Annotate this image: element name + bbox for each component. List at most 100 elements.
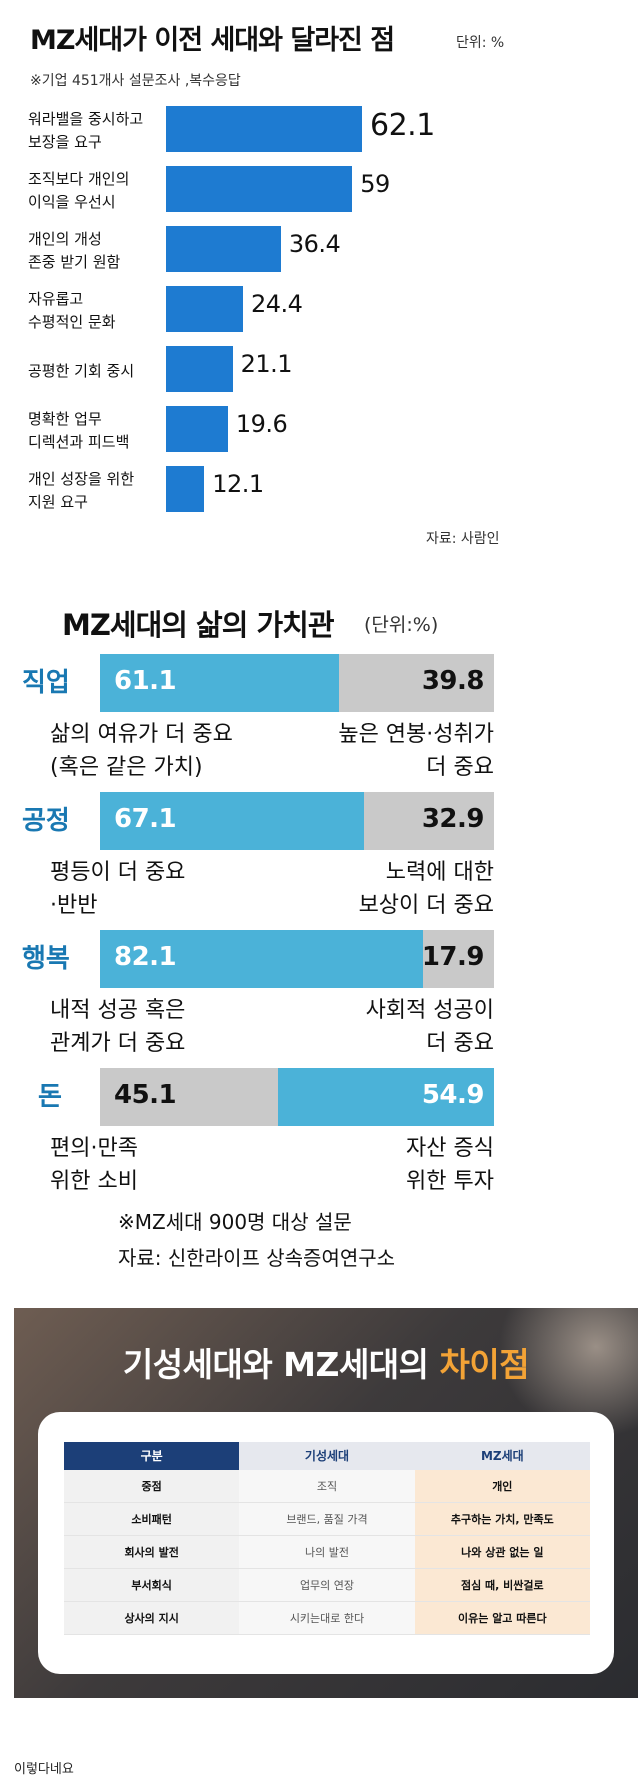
chart2-left-description-line: 관계가 더 중요 [50, 1031, 186, 1056]
chart2-right-segment: 39.8 [338, 654, 494, 712]
chart1-category-line: 지원 요구 [28, 493, 88, 511]
chart1-row: 워라밸을 중시하고 보장을 요구 62.1 [14, 100, 520, 160]
chart2-right-description-line: 자산 증식 [406, 1136, 494, 1161]
chart1-category-line: 이익을 우선시 [28, 193, 116, 211]
table-cell: 회사의 발전 [64, 1536, 240, 1568]
table-cell: 업무의 연장 [239, 1569, 415, 1601]
chart1-category-label: 명확한 업무 디렉션과 피드백 [28, 408, 168, 454]
chart1-source: 자료: 사람인 [426, 531, 500, 547]
chart1-value-label: 19.6 [235, 410, 288, 438]
chart2-left-description: 편의·만족 위한 소비 [50, 1132, 138, 1198]
comparison-table-graphic: 기성세대와 MZ세대의 차이점 구분 기성세대 MZ세대 중점 조직 개인 소비패턴 브… [14, 1308, 638, 1698]
table-title: 기성세대와 MZ세대의 차이점 [14, 1338, 638, 1386]
chart2-category-label: 직업 [22, 668, 70, 698]
chart1-category-line: 개인 성장을 위한 [28, 470, 135, 488]
table-cell: 상사의 지시 [64, 1602, 240, 1634]
table-cell: 점심 때, 비싼걸로 [414, 1569, 590, 1601]
table-title-highlight: 차이점 [439, 1345, 530, 1384]
chart2-right-segment: 54.9 [277, 1068, 494, 1126]
chart2-stacked-bar: 45.1 54.9 [100, 1068, 494, 1126]
table-cell: 부서회식 [64, 1569, 240, 1601]
chart1-bar [166, 466, 205, 512]
chart2-left-value: 45.1 [114, 1080, 177, 1110]
chart2-right-description-line: 노력에 대한 [385, 860, 494, 885]
table-cell: 소비패턴 [64, 1503, 240, 1535]
chart2-right-description-line: 더 중요 [426, 755, 494, 780]
table-row: 상사의 지시 시키는대로 한다 이유는 알고 따른다 [64, 1602, 590, 1635]
table-row: 중점 조직 개인 [64, 1470, 590, 1503]
table-header-row: 구분 기성세대 MZ세대 [64, 1442, 590, 1470]
table-cell: 브랜드, 품질 가격 [239, 1503, 415, 1535]
chart1-row: 명확한 업무 디렉션과 피드백 19.6 [14, 400, 520, 460]
chart2-right-segment: 32.9 [364, 792, 494, 850]
chart1-row: 개인 성장을 위한 지원 요구 12.1 [14, 460, 520, 520]
chart2-stacked-bar: 82.1 17.9 [100, 930, 494, 988]
chart2-left-description-line: 평등이 더 중요 [50, 860, 186, 885]
chart2-right-value: 32.9 [421, 804, 485, 834]
post-caption: 이렇다네요 [14, 1762, 74, 1777]
chart2-stacked-bar: 67.1 32.9 [100, 792, 494, 850]
table-cell: 나와 상관 없는 일 [414, 1536, 590, 1568]
chart2-right-description-line: 더 중요 [426, 1031, 494, 1056]
table-header-cell: 기성세대 [239, 1442, 415, 1470]
chart2-row: 공정 67.1 32.9 평등이 더 중요 ·반반 노력에 대한 보상이 더 중요 [14, 792, 514, 942]
table-cell: 중점 [64, 1470, 240, 1502]
chart2-left-description-line: 내적 성공 혹은 [50, 998, 186, 1023]
chart2-stacked-bar: 61.1 39.8 [100, 654, 494, 712]
chart1-category-line: 공평한 기회 중시 [28, 362, 135, 380]
chart2-left-description-line: (혹은 같은 가치) [50, 755, 203, 780]
chart2-left-segment: 45.1 [100, 1068, 278, 1126]
chart1-row: 개인의 개성 존중 받기 원함 36.4 [14, 220, 520, 280]
chart2-source: 자료: 신한라이프 상속증여연구소 [118, 1246, 396, 1270]
chart1-bar [166, 226, 281, 272]
chart2-row: 직업 61.1 39.8 삶의 여유가 더 중요 (혹은 같은 가치) 높은 연봉·성취가… [14, 654, 514, 804]
table-cell: 추구하는 가치, 만족도 [414, 1503, 590, 1535]
chart1-bar [166, 106, 362, 152]
table-card: 구분 기성세대 MZ세대 중점 조직 개인 소비패턴 브랜드, 품질 가격 추구하는 가치… [38, 1412, 614, 1674]
chart2-left-description-line: ·반반 [50, 893, 98, 918]
chart1-category-line: 존중 받기 원함 [28, 253, 121, 271]
chart2-category-label: 돈 [38, 1082, 62, 1112]
chart2-footnote: ※MZ세대 900명 대상 설문 [118, 1210, 352, 1234]
chart2-left-value: 82.1 [114, 942, 177, 972]
chart1-category-line: 자유롭고 [28, 290, 84, 308]
table-row: 회사의 발전 나의 발전 나와 상관 없는 일 [64, 1536, 590, 1569]
chart2-left-description: 삶의 여유가 더 중요 (혹은 같은 가치) [50, 718, 233, 784]
chart2-right-description-line: 보상이 더 중요 [358, 893, 494, 918]
chart1-value-label: 21.1 [240, 350, 293, 378]
chart1-category-line: 수평적인 문화 [28, 313, 116, 331]
comparison-table: 구분 기성세대 MZ세대 중점 조직 개인 소비패턴 브랜드, 품질 가격 추구하는 가치… [64, 1442, 590, 1635]
chart2-left-description: 평등이 더 중요 ·반반 [50, 856, 185, 922]
chart2-left-value: 67.1 [114, 804, 177, 834]
chart1-note: ※기업 451개사 설문조사 ,복수응답 [30, 73, 241, 89]
chart1-bar [166, 286, 243, 332]
chart1-category-label: 조직보다 개인의 이익을 우선시 [28, 168, 168, 214]
chart1-row: 공평한 기회 중시 21.1 [14, 340, 520, 400]
chart2-right-description-line: 사회적 성공이 [365, 998, 494, 1023]
chart-generational-differences: MZ세대가 이전 세대와 달라진 점 단위: % ※기업 451개사 설문조사 … [14, 0, 520, 566]
chart2-right-value: 39.8 [421, 666, 485, 696]
chart1-title: MZ세대가 이전 세대와 달라진 점 [30, 25, 395, 56]
table-header-cell: MZ세대 [414, 1442, 590, 1470]
chart2-left-segment: 82.1 [100, 930, 424, 988]
table-cell: 나의 발전 [239, 1536, 415, 1568]
chart2-right-value: 17.9 [421, 942, 485, 972]
chart1-value-label: 59 [360, 170, 390, 198]
chart2-right-description-line: 위한 투자 [406, 1169, 494, 1194]
chart2-right-description-line: 높은 연봉·성취가 [338, 722, 494, 747]
table-title-main: 기성세대와 MZ세대의 [122, 1345, 440, 1384]
table-row: 부서회식 업무의 연장 점심 때, 비싼걸로 [64, 1569, 590, 1602]
chart1-category-label: 개인의 개성 존중 받기 원함 [28, 228, 168, 274]
table-cell: 시키는대로 한다 [239, 1602, 415, 1634]
chart1-category-line: 보장을 요구 [28, 133, 102, 151]
chart-life-values: MZ세대의 삶의 가치관 (단위:%) 직업 61.1 39.8 삶의 여유가 더 중… [14, 584, 514, 1298]
chart1-row: 자유롭고 수평적인 문화 24.4 [14, 280, 520, 340]
chart2-left-segment: 67.1 [100, 792, 365, 850]
table-cell: 이유는 알고 따른다 [414, 1602, 590, 1634]
